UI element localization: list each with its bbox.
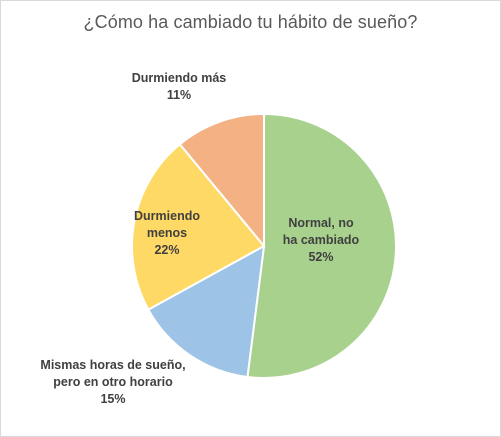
data-label-value: 15% <box>100 392 125 406</box>
data-label-category: Durmiendo <box>134 209 200 223</box>
slice-normal-label: Normal, no ha cambiado 52% <box>283 216 360 264</box>
slice-mismas-horas <box>146 244 266 379</box>
pie-labels: Normal, no ha cambiado 52% Mismas horas de … <box>40 71 359 406</box>
data-label-category: menos <box>147 226 187 240</box>
data-label-category: ha cambiado <box>283 233 360 247</box>
data-label-category: Normal, no <box>288 216 354 230</box>
data-label-value: 52% <box>308 250 333 264</box>
slice-durmiendo-menos <box>131 142 266 311</box>
slice-mismas-horas-label: Mismas horas de sueño, pero en otro horar… <box>40 358 185 406</box>
slice-durmiendo-mas <box>178 112 265 249</box>
data-label-category: Durmiendo más <box>132 71 227 85</box>
data-label-category: pero en otro horario <box>53 375 173 389</box>
data-label-category: Mismas horas de sueño, <box>40 358 185 372</box>
slice-durmiendo-menos-label: Durmiendo menos 22% <box>134 209 200 257</box>
data-label-value: 22% <box>154 243 179 257</box>
data-label-value: 11% <box>167 88 191 102</box>
chart-title: ¿Cómo ha cambiado tu hábito de sueño? <box>83 12 418 32</box>
slice-normal <box>246 112 397 379</box>
slice-durmiendo-mas-label: Durmiendo más 11% <box>132 71 227 102</box>
pie-slices <box>131 112 397 379</box>
